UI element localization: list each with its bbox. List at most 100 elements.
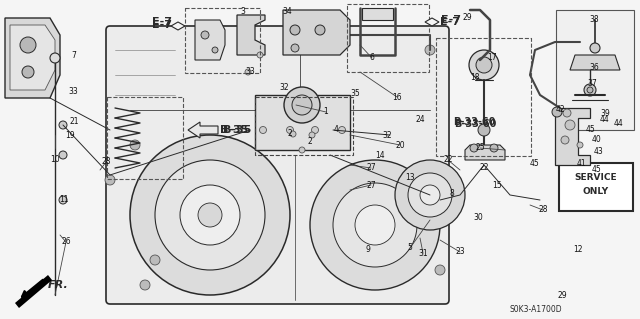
Text: 13: 13	[405, 174, 415, 182]
Ellipse shape	[312, 127, 319, 133]
Ellipse shape	[478, 124, 490, 136]
Bar	[556, 10, 634, 130]
Text: 45: 45	[592, 166, 602, 174]
Text: 18: 18	[470, 73, 480, 83]
Polygon shape	[465, 145, 505, 160]
Ellipse shape	[425, 45, 435, 55]
Text: 32: 32	[382, 130, 392, 139]
Bar	[255, 95, 350, 150]
Ellipse shape	[245, 69, 251, 75]
Ellipse shape	[201, 31, 209, 39]
Text: 5: 5	[408, 243, 412, 253]
Ellipse shape	[212, 47, 218, 53]
Ellipse shape	[130, 140, 140, 150]
Ellipse shape	[420, 185, 440, 205]
Ellipse shape	[469, 50, 499, 80]
Ellipse shape	[22, 66, 34, 78]
Text: 43: 43	[593, 147, 603, 157]
Text: E-7: E-7	[152, 20, 172, 30]
Ellipse shape	[355, 205, 395, 245]
Text: 28: 28	[101, 158, 111, 167]
Text: S0K3-A1700D: S0K3-A1700D	[509, 305, 562, 314]
Polygon shape	[188, 122, 218, 138]
Ellipse shape	[281, 106, 309, 134]
Text: 7: 7	[72, 50, 76, 60]
Text: 27: 27	[366, 164, 376, 173]
Ellipse shape	[490, 144, 498, 152]
Ellipse shape	[563, 109, 571, 117]
Ellipse shape	[584, 84, 596, 96]
Text: SERVICE: SERVICE	[575, 174, 618, 182]
Ellipse shape	[257, 52, 263, 58]
Ellipse shape	[59, 151, 67, 159]
Text: 39: 39	[600, 108, 610, 117]
Text: E-7: E-7	[152, 17, 172, 27]
Ellipse shape	[309, 132, 315, 138]
Polygon shape	[237, 15, 265, 55]
Ellipse shape	[20, 37, 36, 53]
Ellipse shape	[333, 183, 417, 267]
Text: 45: 45	[586, 125, 596, 135]
Text: 9: 9	[365, 246, 371, 255]
Text: 22: 22	[444, 155, 452, 165]
Text: B-33-60: B-33-60	[454, 119, 497, 129]
Text: 41: 41	[576, 160, 586, 168]
Polygon shape	[171, 22, 185, 30]
Bar	[436, 38, 531, 156]
Text: 16: 16	[392, 93, 402, 101]
Ellipse shape	[587, 87, 593, 93]
Text: FR.: FR.	[48, 280, 68, 290]
Ellipse shape	[435, 265, 445, 275]
Ellipse shape	[292, 95, 312, 115]
Ellipse shape	[310, 160, 440, 290]
Ellipse shape	[155, 160, 265, 270]
Text: 34: 34	[282, 8, 292, 17]
Bar	[559, 163, 633, 211]
Text: B-35: B-35	[223, 125, 252, 135]
Text: 21: 21	[69, 117, 79, 127]
Bar	[347, 4, 429, 72]
Text: 45: 45	[529, 160, 539, 168]
Bar	[255, 97, 353, 155]
Ellipse shape	[315, 25, 325, 35]
Ellipse shape	[291, 44, 299, 52]
Text: ONLY: ONLY	[583, 188, 609, 197]
Text: 14: 14	[375, 151, 385, 160]
Ellipse shape	[284, 87, 320, 123]
Polygon shape	[15, 275, 52, 308]
Ellipse shape	[50, 53, 60, 63]
Polygon shape	[425, 18, 439, 26]
Text: 36: 36	[589, 63, 599, 72]
Text: 33: 33	[245, 68, 255, 77]
Text: 4: 4	[333, 125, 339, 135]
Text: 26: 26	[61, 238, 71, 247]
Text: 19: 19	[65, 130, 75, 139]
Text: 28: 28	[538, 205, 548, 214]
Ellipse shape	[565, 120, 575, 130]
Ellipse shape	[290, 25, 300, 35]
Ellipse shape	[470, 144, 478, 152]
Text: 15: 15	[492, 181, 502, 189]
Ellipse shape	[259, 127, 266, 133]
Polygon shape	[570, 55, 620, 70]
Ellipse shape	[395, 160, 465, 230]
Ellipse shape	[105, 175, 115, 185]
Text: 44: 44	[600, 115, 610, 124]
Text: B-33-60: B-33-60	[453, 117, 495, 127]
Text: B-35: B-35	[220, 125, 248, 135]
Ellipse shape	[590, 43, 600, 53]
Text: 38: 38	[589, 16, 599, 25]
Text: 25: 25	[475, 144, 485, 152]
Ellipse shape	[198, 203, 222, 227]
Text: E-7: E-7	[441, 15, 461, 25]
Text: 33: 33	[68, 87, 78, 97]
Ellipse shape	[140, 280, 150, 290]
Text: 23: 23	[455, 248, 465, 256]
Text: 8: 8	[450, 189, 454, 197]
Text: 24: 24	[415, 115, 425, 124]
Text: E-7: E-7	[440, 17, 460, 27]
Ellipse shape	[290, 131, 296, 137]
Text: 40: 40	[592, 136, 602, 145]
Polygon shape	[555, 108, 590, 165]
Ellipse shape	[130, 135, 290, 295]
